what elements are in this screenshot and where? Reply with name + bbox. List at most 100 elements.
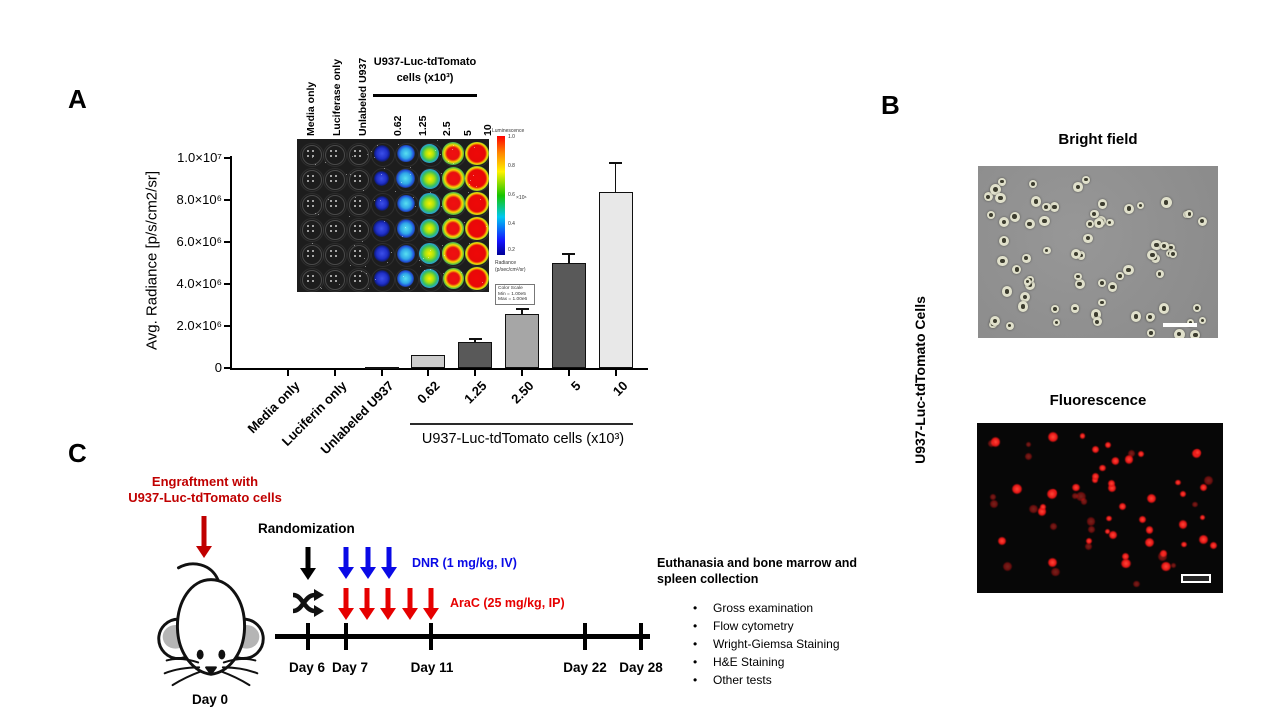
arac-dose-arrow-head [338,608,354,620]
x-axis-tick [567,370,570,376]
x-axis-tick [427,370,430,376]
noise-speck [354,245,355,246]
noise-speck [362,241,363,242]
well-reflection-dot [330,249,333,252]
well-outline [418,267,443,292]
arac-dose-arrow-head [401,608,418,620]
well-reflection-dot [335,149,338,152]
well-outline [323,167,348,192]
cell-nucleus [1162,244,1167,249]
cell-nucleus [1188,321,1193,325]
noise-speck [384,168,385,169]
luminescent-well [374,196,390,211]
well-outline [323,267,348,292]
empty-well [349,269,370,290]
noise-speck [375,279,376,280]
arac-dose-arrow-shaft [343,588,349,608]
cell [1009,211,1020,222]
colorbar-scale-box: Color Scale Min = 1.00e5 Max = 1.00e6 [495,284,535,305]
cell [1098,298,1107,307]
well-reflection-dot [330,174,333,177]
inset-control-label: Luciferase only [331,58,343,136]
cell [1168,249,1178,259]
noise-speck [315,213,316,214]
cell-nucleus [1118,274,1122,278]
noise-speck [391,252,392,253]
cell-nucleus [1000,258,1006,264]
cell [1012,264,1022,275]
cell-nucleus [1012,214,1017,220]
cell [1051,304,1060,313]
luminescent-well [442,142,465,165]
fluorescent-cell [1194,448,1202,456]
cell-nucleus [1004,289,1010,295]
cell [1155,270,1164,279]
empty-well [325,144,346,165]
well-reflection-dot [359,179,362,182]
test-label: Gross examination [713,601,814,615]
cell [1042,203,1051,212]
well-reflection-dot [359,174,362,177]
cell [990,316,1001,327]
noise-speck [453,145,454,146]
day-label: Day 11 [410,660,454,675]
fluorescent-cell [1121,553,1129,561]
arac-dose-arrow-head [359,608,376,620]
error-bar [568,253,570,263]
noise-speck [441,173,442,174]
cell-nucleus [986,194,991,199]
well-reflection-dot [311,224,314,227]
well-reflection-dot [354,174,357,177]
y-tick-label: 8.0×10⁶ [176,192,222,207]
fluorescent-cell [1072,484,1080,492]
well-reflection-dot [354,279,357,282]
cell [984,192,993,202]
bright-field-image [978,166,1218,338]
noise-speck [380,200,381,201]
noise-speck [361,271,362,272]
noise-speck [315,164,316,165]
well-reflection-dot [330,149,333,152]
well-reflection-dot [359,229,362,232]
well-outline [299,142,324,167]
cell [1097,279,1106,288]
well-reflection-dot [330,279,333,282]
well-outline [394,242,419,267]
panel-c-label: C [68,438,87,468]
fluorescent-cell [1025,442,1031,448]
cell [1022,254,1031,263]
noise-speck [428,257,429,258]
inset-dose-label: 1.25 [417,115,429,136]
cell-nucleus [992,318,998,324]
arac-dose-arrow-shaft [385,588,391,608]
well-reflection-dot [335,199,338,202]
colorbar-tick: 0.2 [508,247,515,253]
cell [997,255,1008,267]
engraftment-label: Engraftment with U937-Luc-tdTomato cells [85,474,325,506]
y-tick-label: 1.0×10⁷ [177,150,222,165]
cell-nucleus [1001,238,1007,243]
cell [1160,196,1172,208]
noise-speck [312,243,313,244]
noise-speck [444,255,445,256]
well-reflection-dot [354,154,357,157]
cell-nucleus [1169,245,1173,250]
cell [1160,241,1169,251]
well-outline [347,142,372,167]
well-outline [394,142,419,167]
error-bar-cap [609,162,623,165]
fluorescent-cell [1046,488,1057,499]
cell-nucleus [988,212,993,217]
empty-well [349,219,370,240]
cell-nucleus [1170,251,1175,256]
x-axis-line [230,368,648,370]
empty-well [325,169,346,190]
randomization-arrow-shaft [305,547,311,568]
bar [551,263,586,368]
cell [1039,216,1050,227]
fluorescent-cell [1125,455,1134,464]
well-reflection-dot [359,249,362,252]
arac-dose-arrow [359,588,376,620]
cell-nucleus [1148,314,1153,319]
noise-speck [424,270,425,271]
